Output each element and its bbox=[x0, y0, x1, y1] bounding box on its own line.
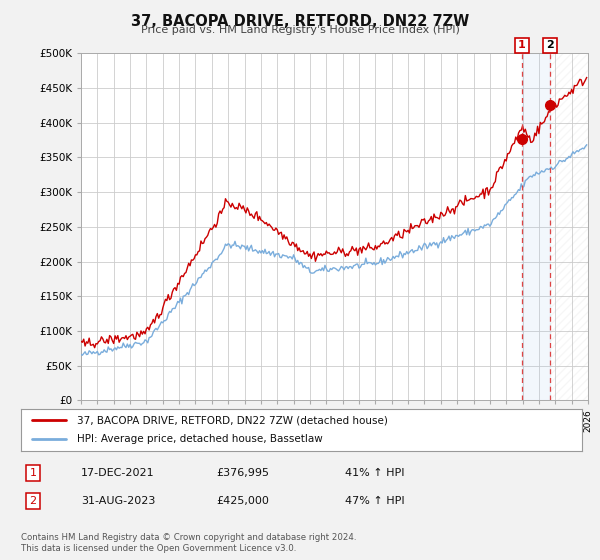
Text: Contains HM Land Registry data © Crown copyright and database right 2024.
This d: Contains HM Land Registry data © Crown c… bbox=[21, 533, 356, 553]
Bar bbox=[550, 53, 588, 400]
Text: 37, BACOPA DRIVE, RETFORD, DN22 7ZW: 37, BACOPA DRIVE, RETFORD, DN22 7ZW bbox=[131, 14, 469, 29]
Bar bbox=[522, 53, 550, 400]
Text: Price paid vs. HM Land Registry's House Price Index (HPI): Price paid vs. HM Land Registry's House … bbox=[140, 25, 460, 35]
Text: 37, BACOPA DRIVE, RETFORD, DN22 7ZW (detached house): 37, BACOPA DRIVE, RETFORD, DN22 7ZW (det… bbox=[77, 415, 388, 425]
Text: 2: 2 bbox=[29, 496, 37, 506]
Text: HPI: Average price, detached house, Bassetlaw: HPI: Average price, detached house, Bass… bbox=[77, 435, 323, 445]
Text: 1: 1 bbox=[518, 40, 526, 50]
Text: £425,000: £425,000 bbox=[216, 496, 269, 506]
Text: 1: 1 bbox=[29, 468, 37, 478]
Text: 31-AUG-2023: 31-AUG-2023 bbox=[81, 496, 155, 506]
Text: 2: 2 bbox=[546, 40, 554, 50]
Text: £376,995: £376,995 bbox=[216, 468, 269, 478]
Text: 47% ↑ HPI: 47% ↑ HPI bbox=[345, 496, 404, 506]
Text: 41% ↑ HPI: 41% ↑ HPI bbox=[345, 468, 404, 478]
Text: 17-DEC-2021: 17-DEC-2021 bbox=[81, 468, 155, 478]
